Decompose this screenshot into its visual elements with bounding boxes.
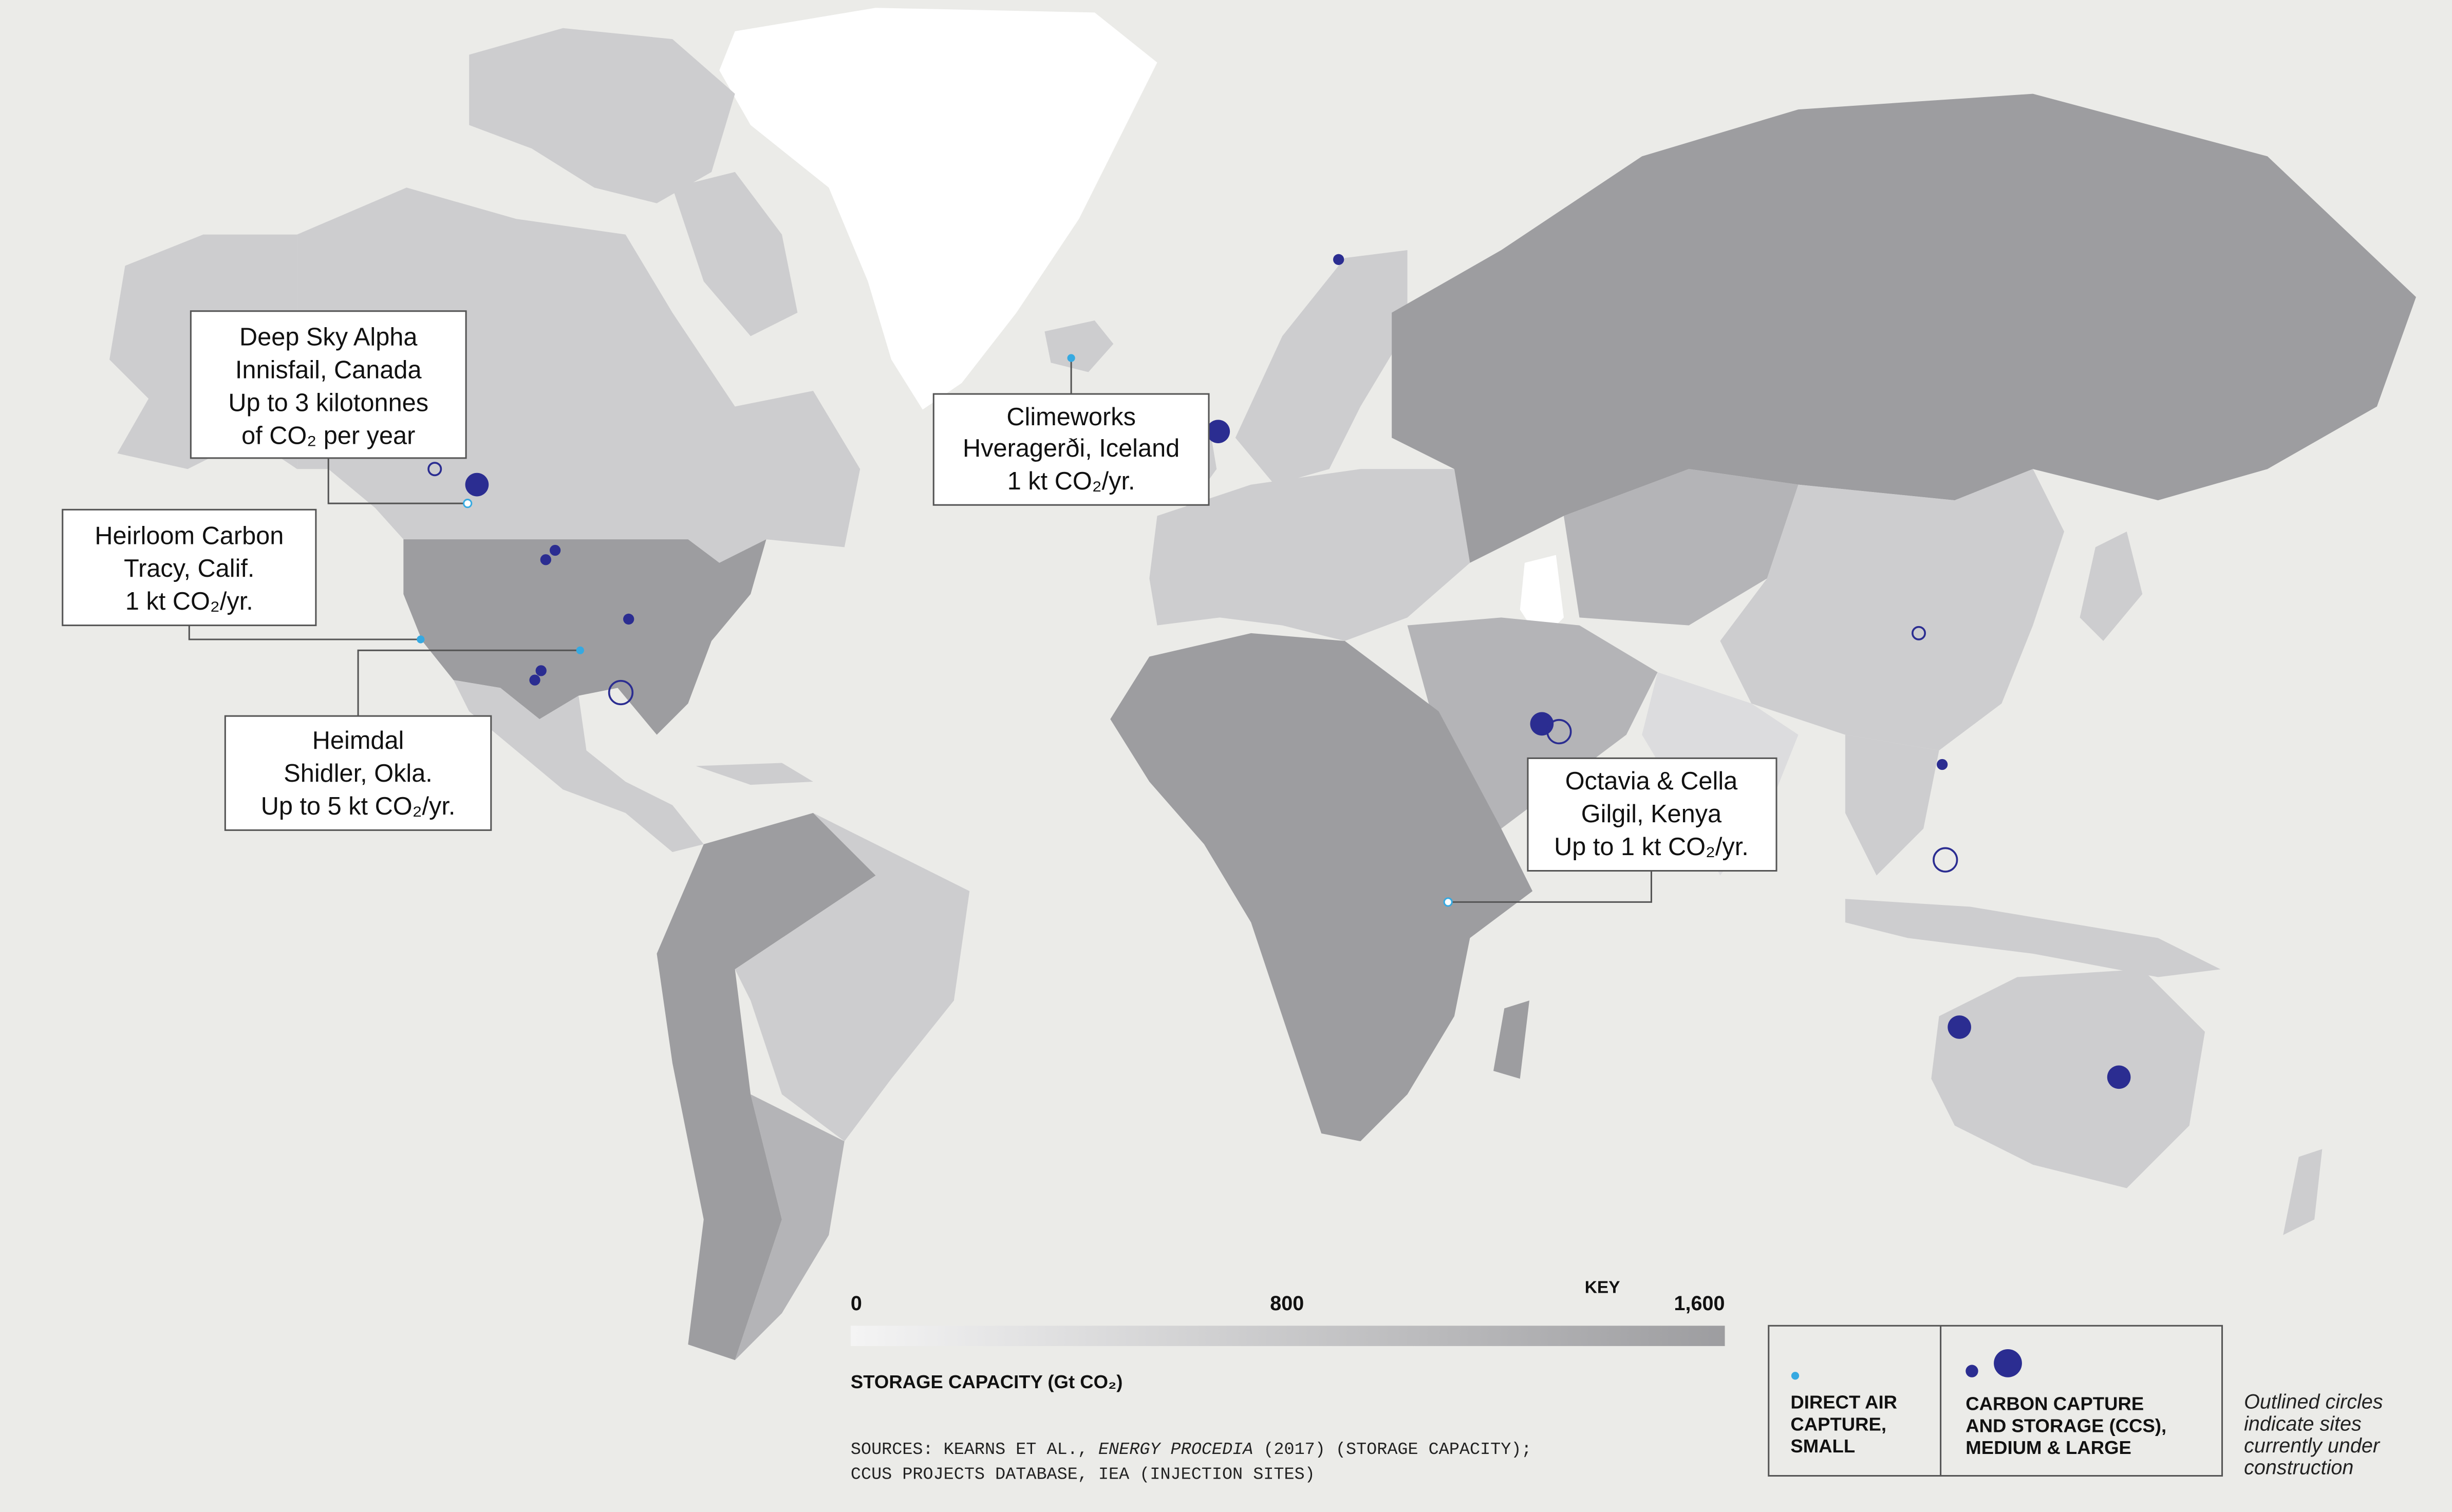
- ccs-site-marker: [427, 462, 442, 477]
- ccs-site-marker: [1333, 254, 1344, 265]
- dac-sites: [417, 354, 1453, 907]
- dac-site-marker: [1067, 354, 1075, 362]
- callout-line: Innisfail, Canada: [235, 356, 422, 384]
- caribbean: [696, 763, 813, 785]
- callout-heimdal: Heimdal Shidler, Okla. Up to 5 kt CO₂/yr…: [224, 715, 492, 831]
- callout-line: Tracy, Calif.: [124, 555, 254, 582]
- callout-climeworks: Climeworks Hveragerði, Iceland 1 kt CO₂/…: [932, 393, 1210, 506]
- kazakhstan: [1564, 469, 1799, 626]
- africa: [1110, 633, 1533, 1142]
- canada-arctic-islands: [469, 28, 735, 203]
- leader-heirloom: [188, 625, 421, 640]
- dac-legend-label: DIRECT AIR CAPTURE, SMALL: [1790, 1392, 1902, 1457]
- dac-site-marker: [417, 635, 425, 644]
- ccs-site-marker: [540, 554, 552, 565]
- callout-line: Up to 5 kt CO₂/yr.: [261, 792, 456, 820]
- greenland: [719, 8, 1157, 410]
- south-america-west: [657, 812, 876, 1360]
- callout-heirloom: Heirloom Carbon Tracy, Calif. 1 kt CO₂/y…: [62, 508, 317, 627]
- scandinavia: [1235, 250, 1408, 485]
- callout-line: Octavia & Cella: [1565, 767, 1738, 795]
- brazil: [735, 812, 970, 1142]
- callout-line: of CO₂ per year: [241, 422, 415, 449]
- construction-note: Outlined circles indicate sites currentl…: [2244, 1391, 2388, 1479]
- madagascar: [1493, 1000, 1530, 1079]
- ccs-site-marker: [1933, 847, 1958, 873]
- callout-line: Gilgil, Kenya: [1581, 800, 1722, 828]
- ccs-site-marker: [1206, 420, 1230, 443]
- scale-tick-label: 1,600: [1674, 1292, 1725, 1315]
- ccs-site-marker: [549, 544, 561, 556]
- ccs-sites: [427, 254, 2131, 1089]
- key-label: KEY: [1585, 1278, 1620, 1297]
- ccs-legend-label: CARBON CAPTURE AND STORAGE (CCS), MEDIUM…: [1966, 1393, 2172, 1458]
- new-zealand: [2283, 1149, 2323, 1235]
- china: [1720, 469, 2065, 751]
- callout-deep-sky: Deep Sky Alpha Innisfail, Canada Up to 3…: [190, 310, 467, 459]
- indonesia: [1845, 899, 2221, 977]
- scale-gradient-bar: [850, 1326, 1725, 1346]
- southeast-asia: [1845, 734, 1939, 876]
- callout-line: 1 kt CO₂/yr.: [125, 588, 253, 615]
- callout-line: 1 kt CO₂/yr.: [1007, 467, 1135, 495]
- ccs-site-marker: [1546, 719, 1572, 745]
- callout-line: Shidler, Okla.: [284, 760, 433, 787]
- dac-legend-marker: [1791, 1372, 1800, 1380]
- canada: [297, 187, 860, 563]
- storage-capacity-scale: 0 800 1,600 KEY STORAGE CAPACITY (Gt CO₂…: [850, 1278, 1725, 1392]
- ccs-site-marker: [1948, 1015, 1971, 1039]
- callout-line: Heimdal: [312, 727, 404, 754]
- leader-heimdal: [357, 649, 581, 716]
- leader-deep-sky: [327, 456, 468, 504]
- callout-line: Heirloom Carbon: [95, 522, 284, 550]
- callout-line: Hveragerði, Iceland: [963, 434, 1180, 462]
- argentina: [735, 1094, 845, 1360]
- legend: DIRECT AIR CAPTURE, SMALL CARBON CAPTURE…: [1768, 1325, 2388, 1479]
- australia: [1931, 969, 2205, 1188]
- ccs-site-marker: [529, 674, 540, 686]
- callout-octavia: Octavia & Cella Gilgil, Kenya Up to 1 kt…: [1527, 757, 1777, 872]
- united-states: [403, 539, 766, 735]
- sources-line-1: SOURCES: KEARNS ET AL., ENERGY PROCEDIA …: [851, 1440, 1532, 1460]
- ccs-site-marker: [465, 472, 489, 497]
- scale-tick-label: 800: [1270, 1292, 1304, 1315]
- baffin-island: [672, 172, 798, 336]
- iceland: [1044, 320, 1114, 372]
- caspian-sea: [1520, 555, 1564, 641]
- callout-line: Up to 1 kt CO₂/yr.: [1554, 833, 1749, 861]
- sources: SOURCES: KEARNS ET AL., ENERGY PROCEDIA …: [851, 1440, 1532, 1485]
- dac-site-marker: [1443, 897, 1453, 907]
- ccs-site-marker: [535, 665, 547, 676]
- dac-site-marker: [463, 499, 473, 508]
- legend-box: [1768, 1325, 2223, 1477]
- ccs-site-marker: [623, 613, 634, 625]
- callout-line: Deep Sky Alpha: [239, 324, 418, 351]
- ccs-site-marker: [2107, 1065, 2131, 1089]
- scale-tick-label: 0: [851, 1292, 862, 1315]
- sources-line-2: CCUS PROJECTS DATABASE, IEA (INJECTION S…: [851, 1465, 1315, 1485]
- ccs-site-marker: [608, 679, 634, 706]
- ccs-legend-marker-medium: [1966, 1365, 1978, 1377]
- europe: [1149, 469, 1470, 641]
- ccs-legend-marker-large: [1994, 1349, 2022, 1377]
- russia: [1392, 93, 2416, 563]
- callout-line: Climeworks: [1006, 403, 1136, 431]
- leader-octavia: [1448, 871, 1652, 903]
- scale-title: STORAGE CAPACITY (Gt CO₂): [851, 1371, 1123, 1392]
- ccs-site-marker: [1936, 759, 1948, 770]
- mexico-central-america: [453, 680, 704, 852]
- callout-line: Up to 3 kilotonnes: [228, 389, 428, 417]
- ccs-site-marker: [1911, 626, 1926, 640]
- japan: [2080, 531, 2143, 641]
- dac-site-marker: [576, 646, 584, 654]
